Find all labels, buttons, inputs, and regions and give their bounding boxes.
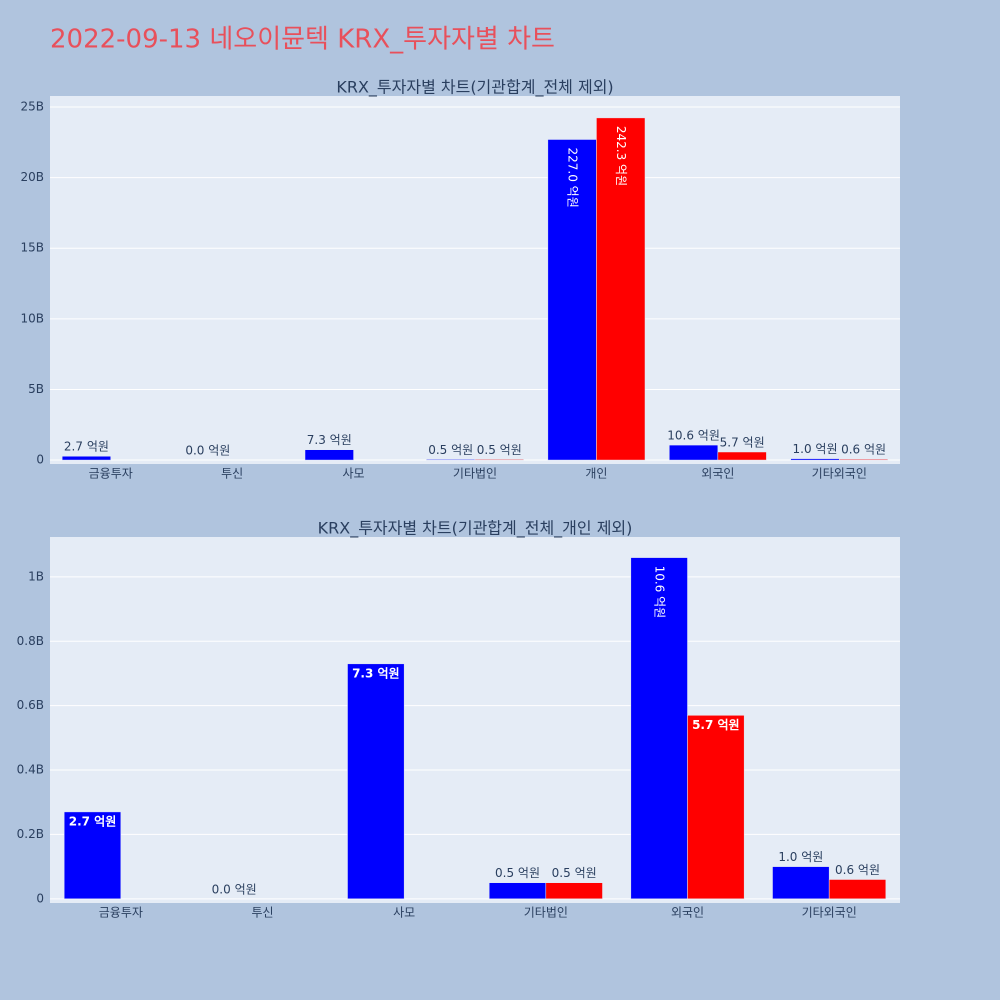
y-tick-label: 0	[36, 891, 44, 905]
x-tick-label: 투신	[251, 906, 273, 920]
value-label: 10.6 억원	[667, 429, 720, 443]
subplot-title: KRX_투자자별 차트(기관합계_전체_개인 제외)	[318, 519, 633, 539]
bar	[474, 459, 524, 461]
x-tick-label: 외국인	[701, 467, 734, 481]
x-tick-label: 개인	[585, 467, 607, 481]
y-tick-label: 15B	[20, 241, 44, 255]
bar	[596, 117, 646, 461]
bar	[488, 882, 547, 900]
value-label: 10.6 억원	[653, 566, 667, 619]
value-label: 242.3 억원	[614, 126, 628, 186]
x-tick-label: 사모	[343, 467, 365, 481]
x-tick-label: 외국인	[671, 906, 704, 920]
value-label: 227.0 억원	[566, 147, 580, 207]
bar	[63, 811, 122, 900]
subplot-title: KRX_투자자별 차트(기관합계_전체 제외)	[336, 78, 613, 98]
value-label: 0.5 억원	[428, 443, 473, 457]
value-label: 5.7 억원	[720, 435, 765, 449]
bar	[717, 451, 767, 461]
x-tick-label: 기타외국인	[802, 906, 857, 920]
value-label: 2.7 억원	[69, 814, 117, 828]
y-tick-label: 1B	[28, 569, 44, 583]
bar	[839, 458, 889, 461]
value-label: 0.5 억원	[552, 866, 597, 880]
x-tick-label: 사모	[393, 906, 415, 920]
value-label: 0.5 억원	[477, 443, 522, 457]
value-label: 0.6 억원	[835, 863, 880, 877]
value-label: 1.0 억원	[778, 850, 823, 864]
value-label: 7.3 억원	[352, 666, 400, 680]
y-tick-label: 0.8B	[17, 634, 44, 648]
bar	[545, 882, 603, 900]
value-label: 0.0 억원	[212, 882, 257, 896]
y-tick-label: 0	[36, 453, 44, 467]
value-label: 0.0 억원	[185, 444, 230, 458]
y-tick-label: 20B	[20, 170, 44, 184]
value-label: 5.7 억원	[692, 718, 740, 732]
x-tick-label: 기타외국인	[812, 467, 867, 481]
x-tick-label: 금융투자	[99, 906, 143, 920]
y-tick-label: 10B	[20, 311, 44, 325]
y-tick-label: 0.6B	[17, 698, 44, 712]
bar	[790, 458, 840, 461]
x-tick-label: 기타법인	[524, 906, 568, 920]
bar	[304, 449, 354, 461]
value-label: 2.7 억원	[64, 440, 109, 454]
value-label: 1.0 억원	[793, 442, 838, 456]
y-tick-label: 0.4B	[17, 763, 44, 777]
plot-area	[50, 96, 900, 464]
y-tick-label: 5B	[28, 382, 44, 396]
bar	[828, 879, 887, 900]
x-tick-label: 투신	[221, 467, 243, 481]
plot-area	[50, 537, 900, 903]
bar	[772, 866, 830, 900]
x-tick-label: 금융투자	[89, 467, 133, 481]
y-tick-label: 0.2B	[17, 827, 44, 841]
bar	[630, 557, 688, 900]
value-label: 7.3 억원	[307, 433, 352, 447]
y-tick-label: 25B	[20, 100, 44, 114]
value-label: 0.5 억원	[495, 866, 540, 880]
bar	[426, 459, 476, 461]
bar	[61, 455, 111, 461]
bar	[687, 715, 745, 900]
x-tick-label: 기타법인	[453, 467, 497, 481]
bar	[669, 444, 719, 461]
page-title: 2022-09-13 네오이뮨텍 KRX_투자자별 차트	[50, 25, 555, 55]
value-label: 0.6 억원	[841, 443, 886, 457]
bar	[347, 663, 405, 900]
